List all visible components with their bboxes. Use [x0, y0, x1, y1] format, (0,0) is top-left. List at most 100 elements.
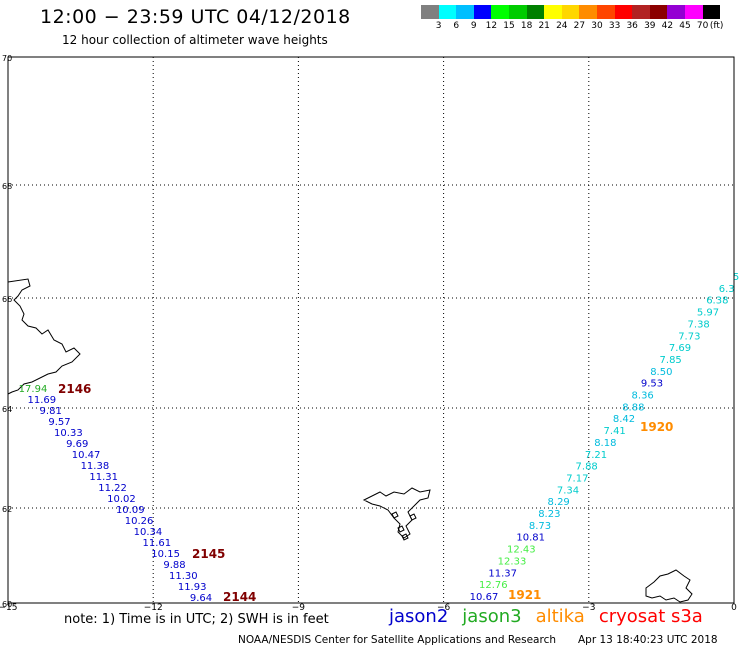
swh-value: 7.17: [566, 473, 588, 484]
shetland-coast: [645, 569, 693, 603]
swh-value: 9.64: [190, 593, 212, 604]
swh-value: 8.29: [548, 497, 570, 508]
colorbar-label: 45: [679, 21, 691, 31]
swh-value: 10.81: [516, 533, 545, 544]
swh-value: 8.23: [538, 509, 560, 520]
swh-value: 11.37: [488, 568, 517, 579]
colorbar-label: 27: [573, 21, 586, 31]
lon-tick-label: −15: [0, 603, 18, 613]
lat-tick-label: 60: [2, 600, 12, 609]
swh-value: 7.69: [669, 343, 691, 354]
islet-coast: [409, 513, 417, 521]
swh-value: 8.36: [632, 391, 654, 402]
islet-coast: [401, 533, 409, 541]
colorbar-label: 70: [696, 21, 709, 31]
swh-value: 17.94: [19, 384, 48, 395]
swh-value: 11.30: [169, 571, 198, 582]
colorbar-label: 15: [503, 21, 515, 31]
colorbar-swatch: [491, 5, 509, 19]
colorbar-swatch: [702, 5, 721, 19]
axis-labels: −15 −12 −9 −6 −3 0 60 62 64 66 68 70: [0, 54, 737, 613]
colorbar-label: 9: [470, 21, 477, 31]
colorbar-label: 42: [661, 21, 674, 31]
swh-value: 8.18: [594, 438, 616, 449]
swh-value: 11.31: [89, 472, 118, 483]
pass-time-label: 1921: [508, 588, 541, 602]
map-grid: [7, 56, 735, 604]
lat-tick-label: 70: [2, 54, 12, 63]
colorbar-swatch: [508, 5, 527, 19]
colorbar-swatch: [579, 5, 597, 19]
footer-timestamp: Apr 13 18:40:23 UTC 2018: [578, 634, 718, 646]
swh-value: 10.47: [72, 450, 101, 461]
legend-jason3: jason3: [462, 606, 522, 627]
note-text: note: 1) Time is in UTC; 2) SWH is in fe…: [64, 612, 329, 627]
colorbar-swatch: [421, 5, 439, 19]
colorbar-swatch: [561, 5, 580, 19]
swh-value: 8.50: [650, 367, 672, 378]
colorbar-swatch: [526, 5, 545, 19]
legend-cryosat-s3a: cryosat s3a: [598, 606, 703, 627]
colorbar-swatch: [456, 5, 474, 19]
swh-value: 7.34: [557, 485, 579, 496]
legend-jason2: jason2: [389, 606, 449, 627]
colorbar-label: 33: [608, 21, 621, 31]
colorbar-swatch: [438, 5, 457, 19]
swh-value: 9.69: [66, 439, 88, 450]
swh-value: 9.57: [48, 417, 70, 428]
swh-value: 9.53: [641, 379, 663, 390]
lon-tick-label: −6: [437, 603, 451, 613]
pass-time-label: 2146: [58, 382, 91, 396]
swh-value: 6.3: [719, 284, 735, 295]
pass-time-label: 1920: [640, 420, 673, 434]
swh-value: 10.34: [134, 527, 163, 538]
satellite-legend: jason2 jason3 altika cryosat s3a: [389, 606, 717, 627]
colorbar-label: 30: [591, 21, 603, 31]
swh-value: 10.33: [54, 428, 83, 439]
lat-tick-label: 64: [2, 405, 12, 414]
colorbar-label: 24: [556, 21, 568, 31]
colorbar-label: 21: [538, 21, 550, 31]
swh-value: 7.85: [660, 355, 682, 366]
colorbar-label: 39: [644, 21, 656, 31]
colorbar-swatch: [596, 5, 615, 19]
pass-time-label: 2144: [223, 590, 256, 604]
coastlines: [7, 278, 693, 603]
lat-tick-label: 66: [2, 295, 12, 304]
lon-tick-label: −12: [144, 603, 163, 613]
lon-tick-label: −9: [292, 603, 306, 613]
swh-value: 8.42: [613, 414, 635, 425]
footer-credit: NOAA/NESDIS Center for Satellite Applica…: [238, 634, 556, 646]
swh-value: 11.22: [98, 483, 127, 494]
colorbar-label: 3: [435, 21, 442, 31]
colorbar-label: 6: [453, 21, 460, 31]
colorbar-swatch: [632, 5, 650, 19]
track-jason2-2146: 17.9411.699.819.5710.339.6910.4711.3811.…: [19, 382, 257, 604]
swh-value: 10.02: [107, 494, 136, 505]
islet-coast: [397, 525, 405, 533]
swh-value: 7.21: [585, 450, 607, 461]
lon-tick-label: −3: [582, 603, 595, 613]
iceland-coast: [7, 278, 81, 395]
swh-value: 7.73: [678, 331, 700, 342]
lat-tick-label: 62: [2, 505, 12, 514]
swh-value: 5.97: [697, 308, 719, 319]
colorbar-label: 18: [520, 21, 533, 31]
colorbar-swatch: [473, 5, 492, 19]
colorbar-swatch: [684, 5, 703, 19]
swh-value: 10.67: [470, 592, 499, 603]
swh-value: 12.43: [507, 545, 536, 556]
wave-height-colorbar: [421, 5, 721, 19]
swh-value: 9.81: [40, 406, 62, 417]
colorbar-swatch: [544, 5, 562, 19]
swh-value: 6.38: [706, 296, 728, 307]
lat-tick-label: 68: [2, 182, 12, 191]
swh-value: 7.41: [604, 426, 626, 437]
swh-value: 11.93: [178, 582, 207, 593]
swh-value: 5: [733, 272, 739, 283]
satellite-tracks: 17.9411.699.819.5710.339.6910.4711.3811.…: [19, 272, 740, 604]
swh-value: 11.69: [28, 395, 57, 406]
legend-altika: altika: [535, 606, 585, 627]
colorbar-labels: 3 6 9 12 15 18 21 24 27 30 33 36 39 42 45 70 (ft): [421, 21, 740, 33]
